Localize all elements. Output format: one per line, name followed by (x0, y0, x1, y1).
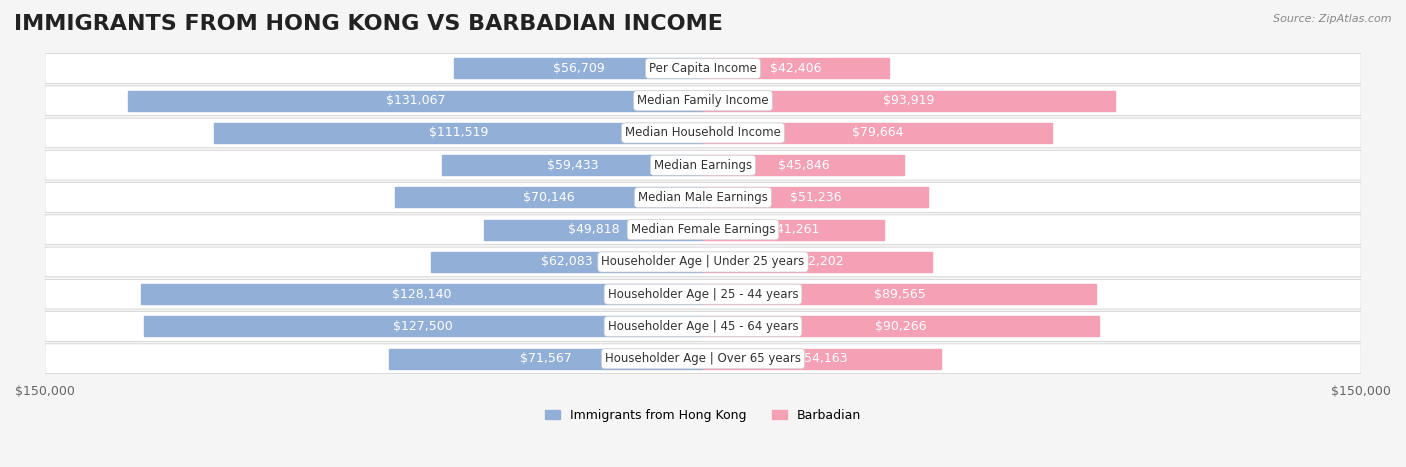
FancyArrow shape (703, 284, 1095, 304)
FancyArrow shape (703, 349, 941, 369)
FancyArrow shape (430, 252, 703, 272)
FancyArrow shape (703, 91, 1115, 111)
FancyBboxPatch shape (45, 150, 1361, 180)
FancyArrow shape (703, 317, 1099, 336)
FancyBboxPatch shape (45, 247, 1361, 277)
Text: Source: ZipAtlas.com: Source: ZipAtlas.com (1274, 14, 1392, 24)
FancyBboxPatch shape (45, 344, 1361, 374)
FancyBboxPatch shape (45, 118, 1361, 148)
FancyArrow shape (703, 123, 1053, 143)
FancyArrow shape (454, 58, 703, 78)
Legend: Immigrants from Hong Kong, Barbadian: Immigrants from Hong Kong, Barbadian (540, 403, 866, 427)
Text: $49,818: $49,818 (568, 223, 620, 236)
Text: Householder Age | Over 65 years: Householder Age | Over 65 years (605, 352, 801, 365)
Text: Per Capita Income: Per Capita Income (650, 62, 756, 75)
Text: $62,083: $62,083 (541, 255, 593, 269)
FancyArrow shape (214, 123, 703, 143)
Text: $131,067: $131,067 (385, 94, 446, 107)
FancyArrow shape (141, 284, 703, 304)
FancyBboxPatch shape (45, 183, 1361, 212)
Text: $45,846: $45,846 (778, 159, 830, 172)
Text: $127,500: $127,500 (394, 320, 453, 333)
FancyBboxPatch shape (45, 279, 1361, 309)
Text: IMMIGRANTS FROM HONG KONG VS BARBADIAN INCOME: IMMIGRANTS FROM HONG KONG VS BARBADIAN I… (14, 14, 723, 34)
Text: $42,406: $42,406 (770, 62, 821, 75)
FancyBboxPatch shape (45, 311, 1361, 341)
Text: Median Family Income: Median Family Income (637, 94, 769, 107)
Text: Householder Age | Under 25 years: Householder Age | Under 25 years (602, 255, 804, 269)
Text: $59,433: $59,433 (547, 159, 599, 172)
Text: $79,664: $79,664 (852, 127, 904, 140)
Text: $90,266: $90,266 (876, 320, 927, 333)
Text: $41,261: $41,261 (768, 223, 820, 236)
Text: Median Female Earnings: Median Female Earnings (631, 223, 775, 236)
FancyArrow shape (703, 58, 889, 78)
Text: $51,236: $51,236 (790, 191, 841, 204)
Text: $56,709: $56,709 (553, 62, 605, 75)
FancyArrow shape (703, 187, 928, 207)
Text: $89,565: $89,565 (873, 288, 925, 301)
Text: $52,202: $52,202 (792, 255, 844, 269)
FancyArrow shape (395, 187, 703, 207)
FancyArrow shape (143, 317, 703, 336)
FancyArrow shape (389, 349, 703, 369)
Text: $128,140: $128,140 (392, 288, 451, 301)
Text: $70,146: $70,146 (523, 191, 575, 204)
Text: Median Household Income: Median Household Income (626, 127, 780, 140)
FancyArrow shape (703, 220, 884, 240)
FancyArrow shape (703, 155, 904, 175)
Text: Median Earnings: Median Earnings (654, 159, 752, 172)
FancyArrow shape (485, 220, 703, 240)
Text: $93,919: $93,919 (883, 94, 935, 107)
FancyBboxPatch shape (45, 54, 1361, 83)
FancyArrow shape (703, 252, 932, 272)
FancyBboxPatch shape (45, 215, 1361, 245)
Text: Householder Age | 25 - 44 years: Householder Age | 25 - 44 years (607, 288, 799, 301)
Text: $71,567: $71,567 (520, 352, 572, 365)
Text: Householder Age | 45 - 64 years: Householder Age | 45 - 64 years (607, 320, 799, 333)
Text: Median Male Earnings: Median Male Earnings (638, 191, 768, 204)
Text: $54,163: $54,163 (796, 352, 848, 365)
FancyBboxPatch shape (45, 86, 1361, 115)
FancyArrow shape (128, 91, 703, 111)
Text: $111,519: $111,519 (429, 127, 488, 140)
FancyArrow shape (443, 155, 703, 175)
